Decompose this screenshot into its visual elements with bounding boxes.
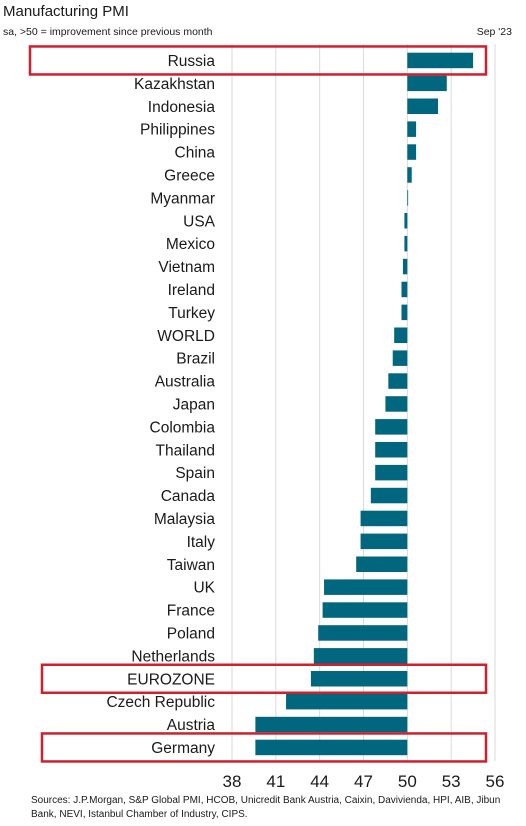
bar — [318, 625, 408, 641]
category-label: France — [167, 603, 215, 620]
bar — [356, 556, 408, 572]
highlight-box — [40, 732, 488, 763]
x-tick-label: 44 — [310, 772, 329, 790]
bar — [360, 510, 408, 527]
bar — [375, 464, 408, 481]
bar — [375, 442, 408, 458]
category-label: Australia — [155, 374, 216, 391]
bar — [322, 602, 408, 618]
category-label: China — [175, 145, 216, 162]
x-tick-label: 41 — [266, 772, 285, 790]
category-label: Ireland — [168, 282, 215, 299]
category-label: Netherlands — [131, 648, 215, 665]
x-tick-label: 47 — [354, 772, 373, 790]
category-label: Russia — [168, 53, 216, 70]
bar — [407, 75, 447, 92]
bar — [404, 213, 408, 229]
category-label: Vietnam — [158, 259, 215, 276]
bar — [370, 487, 408, 504]
x-tick-label: 53 — [442, 772, 461, 790]
chart-subtitle: sa, >50 = improvement since previous mon… — [3, 26, 213, 38]
highlight-box — [40, 663, 488, 694]
category-label: Kazakhstan — [134, 76, 215, 93]
bar — [407, 121, 417, 137]
category-label: Austria — [167, 717, 216, 734]
bar — [324, 579, 408, 595]
bar — [313, 648, 408, 664]
category-label: EUROZONE — [127, 671, 215, 688]
category-label: Brazil — [176, 351, 215, 368]
category-label: Turkey — [168, 305, 215, 322]
category-label: Italy — [187, 534, 216, 551]
bar — [310, 671, 408, 687]
category-label: UK — [193, 580, 215, 597]
bar — [407, 98, 439, 114]
category-label: Germany — [151, 740, 215, 757]
pmi-bar-chart: Russia Kazakhstan Indonesia Philippines Chin… — [28, 44, 505, 790]
category-label: Colombia — [150, 419, 216, 436]
bar — [360, 533, 408, 550]
category-label: Thailand — [156, 442, 215, 459]
source-note: Sources: J.P.Morgan, S&P Global PMI, HCO… — [31, 795, 501, 820]
bar — [407, 190, 409, 206]
category-label: Taiwan — [167, 557, 215, 574]
category-label: Myanmar — [150, 190, 215, 207]
bar — [392, 350, 408, 366]
category-label: Philippines — [140, 122, 215, 139]
bar — [404, 235, 408, 252]
bar — [407, 167, 412, 183]
bar — [375, 419, 408, 435]
category-label: USA — [183, 213, 216, 230]
bar — [286, 693, 408, 710]
category-label: Spain — [175, 465, 215, 482]
category-label: Malaysia — [154, 511, 216, 528]
bar — [407, 144, 417, 160]
bar — [385, 396, 408, 412]
bar — [388, 373, 408, 389]
x-tick-label: 38 — [223, 772, 242, 790]
category-label: WORLD — [157, 328, 215, 345]
category-label: Japan — [173, 396, 215, 413]
bar — [401, 304, 408, 321]
bar — [401, 281, 408, 298]
category-label: Indonesia — [148, 99, 216, 116]
x-tick-label: 56 — [486, 772, 505, 790]
category-label: Mexico — [166, 236, 215, 253]
bar — [255, 716, 408, 733]
category-label: Poland — [167, 625, 215, 642]
bar — [394, 327, 408, 343]
x-tick-label: 50 — [398, 772, 417, 790]
chart-date: Sep '23 — [476, 26, 512, 38]
chart-title: Manufacturing PMI — [3, 3, 129, 20]
category-label: Canada — [161, 488, 216, 505]
bar — [407, 52, 474, 69]
category-label: Czech Republic — [106, 694, 215, 711]
bar — [255, 739, 408, 756]
highlight-box — [28, 45, 488, 76]
category-label: Greece — [164, 167, 215, 184]
bar — [402, 258, 408, 275]
